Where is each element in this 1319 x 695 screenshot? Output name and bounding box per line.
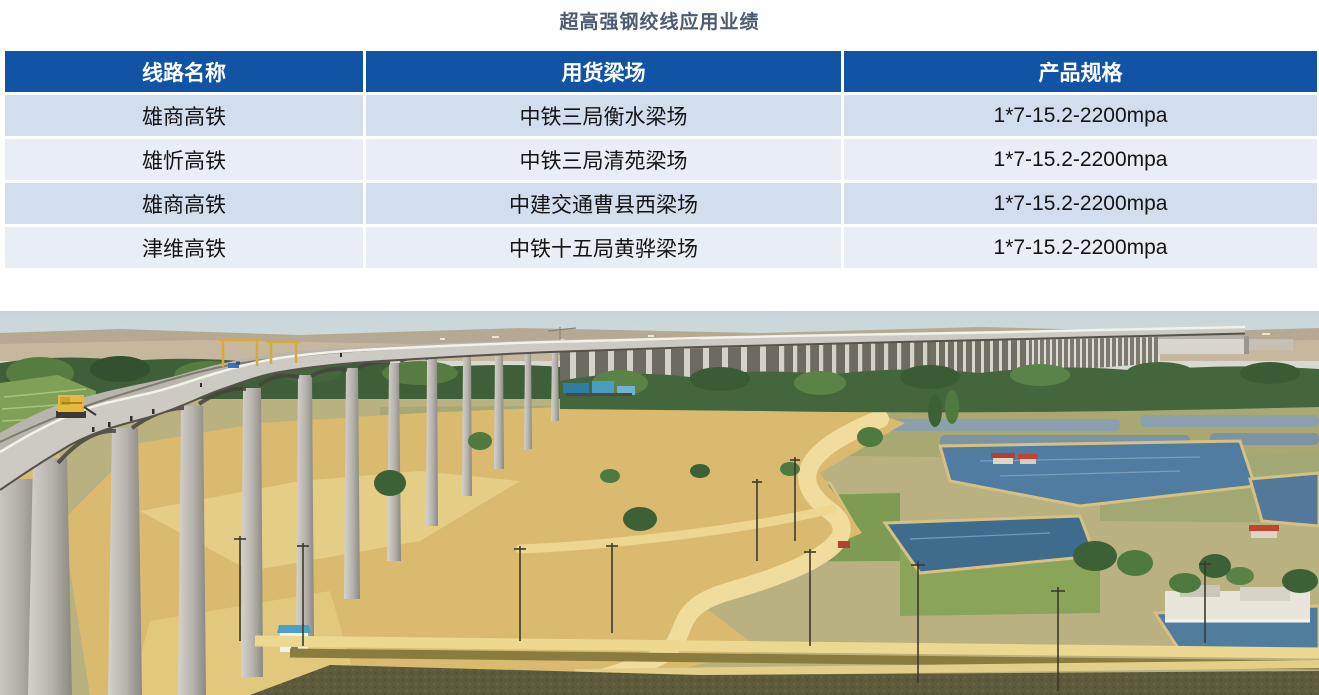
cell-product-spec: 1*7-15.2-2200mpa [841,92,1319,139]
table-row: 雄商高铁 中铁三局衡水梁场 1*7-15.2-2200mpa [2,92,1319,139]
white-compound [1165,567,1318,623]
blue-sheds [563,381,635,396]
table-row: 雄商高铁 中建交通曹县西梁场 1*7-15.2-2200mpa [2,180,1319,227]
farm-houses [838,453,1279,548]
table-row: 雄忻高铁 中铁三局清苑梁场 1*7-15.2-2200mpa [2,136,1319,183]
cell-product-spec: 1*7-15.2-2200mpa [841,180,1319,227]
foreground-trees [374,390,1231,578]
dirt-road-branch [515,504,837,554]
cell-line-name: 雄商高铁 [2,180,366,227]
cell-product-spec: 1*7-15.2-2200mpa [841,224,1319,271]
table-row: 津维高铁 中铁十五局黄骅梁场 1*7-15.2-2200mpa [2,224,1319,271]
gantry-crane-2 [266,340,300,364]
application-performance-table: 线路名称 用货梁场 产品规格 雄商高铁 中铁三局衡水梁场 1*7-15.2-22… [2,48,1319,271]
deck-underline [0,332,1246,491]
deck-parapet-outer [0,325,1246,454]
col-header-line-name: 线路名称 [2,48,366,95]
cell-beam-yard: 中铁十五局黄骅梁场 [363,224,844,271]
tree-band-near [560,362,1319,413]
cell-line-name: 津维高铁 [2,224,366,271]
viaduct-piers [0,349,559,695]
gantry-crane-1 [218,338,262,367]
table-header-row: 线路名称 用货梁场 产品规格 [2,48,1319,95]
cell-beam-yard: 中建交通曹县西梁场 [363,180,844,227]
work-truck [228,361,240,368]
track-machine [56,395,97,418]
cell-line-name: 雄商高铁 [2,92,366,139]
bridge-photo [0,311,1319,695]
cell-beam-yard: 中铁三局衡水梁场 [363,92,844,139]
utility-poles [234,457,1211,691]
col-header-beam-yard: 用货梁场 [363,48,844,95]
col-header-product-spec: 产品规格 [841,48,1319,95]
cell-beam-yard: 中铁三局清苑梁场 [363,136,844,183]
bottom-roads [250,635,1319,695]
page-title: 超高强钢绞线应用业绩 [559,12,760,33]
workers [92,353,342,432]
cell-product-spec: 1*7-15.2-2200mpa [841,136,1319,183]
cell-line-name: 雄忻高铁 [2,136,366,183]
